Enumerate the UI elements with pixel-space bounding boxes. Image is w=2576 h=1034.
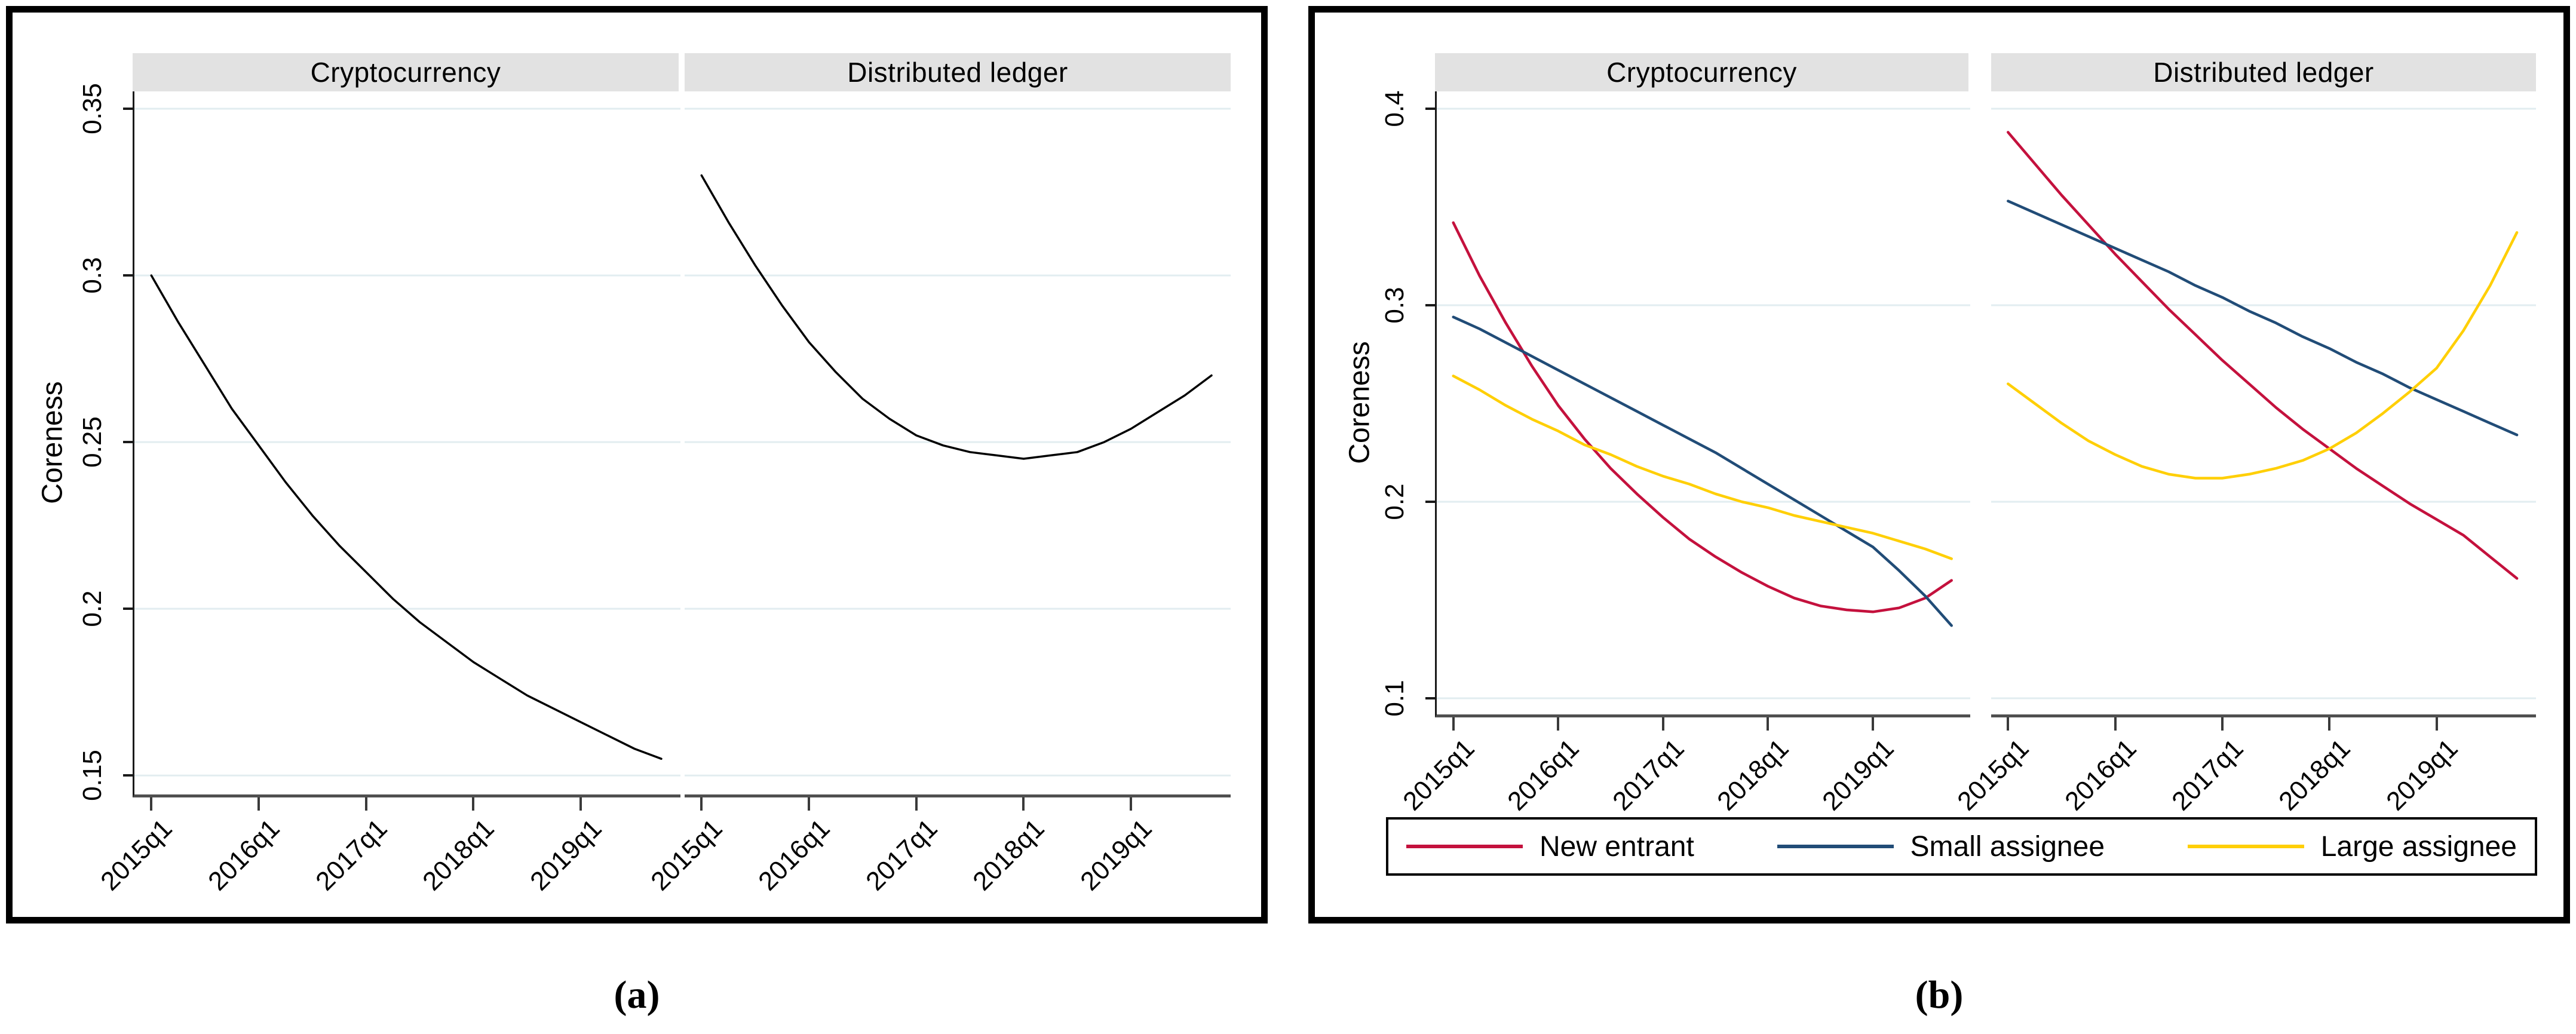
plot-area-a-distributed-ledger: 2015q1 2016q1 2017q1 2018q1 2019q1 (646, 91, 1231, 896)
y-tick (123, 108, 133, 111)
legend-item-large-assignee: Large assignee (2187, 830, 2517, 863)
x-tick (2007, 717, 2010, 731)
y-tick-label: 0.3 (1380, 287, 1409, 324)
series-line-new-entrant (1452, 221, 1953, 613)
series-line-large-assignee (1452, 375, 1953, 560)
subfigure-caption-a: (a) (614, 973, 660, 1017)
plot-svg (685, 108, 1231, 777)
panel-b-border (1308, 6, 2570, 923)
x-tick (257, 797, 260, 811)
legend-label: Small assignee (1910, 830, 2105, 863)
series-line-coreness (700, 174, 1213, 460)
legend-label: New entrant (1540, 830, 1694, 863)
legend-item-small-assignee: Small assignee (1777, 830, 2105, 863)
facet-title: Cryptocurrency (310, 57, 501, 88)
y-tick (1425, 697, 1435, 700)
x-tick (1872, 717, 1875, 731)
x-tick (472, 797, 475, 811)
y-tick (1425, 500, 1435, 503)
y-tick-label: 0.1 (1380, 680, 1409, 717)
plot-area-b-distributed-ledger: 2015q1 2016q1 2017q1 2018q1 2019q1 (1952, 91, 2536, 816)
x-tick (1661, 717, 1664, 731)
series-line-coreness (150, 274, 663, 760)
subfigure-caption-b: (b) (1915, 973, 1964, 1017)
series-line-small-assignee (2007, 200, 2519, 437)
y-tick (123, 774, 133, 777)
x-tick (1130, 797, 1133, 811)
legend-line-swatch-icon (2187, 845, 2304, 848)
y-tick (1425, 107, 1435, 110)
legend-item-new-entrant: New entrant (1406, 830, 1694, 863)
y-axis-title-a: Coreness (36, 381, 69, 504)
x-tick (150, 797, 153, 811)
y-tick (123, 607, 133, 610)
x-tick (1022, 797, 1025, 811)
y-tick-label: 0.2 (78, 590, 107, 627)
y-tick-label: 0.3 (78, 257, 107, 294)
y-tick-label: 0.35 (78, 83, 107, 134)
x-tick (1452, 717, 1455, 731)
legend-box: New entrant Small assignee Large assigne… (1386, 817, 2537, 876)
x-tick (808, 797, 811, 811)
x-tick (2328, 717, 2331, 731)
legend-label: Large assignee (2320, 830, 2517, 863)
y-tick (1425, 303, 1435, 306)
plot-area-a-cryptocurrency: 2015q1 2016q1 2017q1 2018q1 2019q1 0.15 0.2 0.2… (78, 83, 680, 896)
y-tick-label: 0.25 (78, 416, 107, 468)
legend-line-swatch-icon (1777, 845, 1894, 848)
x-tick (1557, 717, 1560, 731)
panel-a-border (6, 6, 1268, 923)
series-line-new-entrant (2007, 131, 2519, 580)
x-tick (700, 797, 703, 811)
plot-svg (1991, 108, 2536, 699)
plot-area-b-cryptocurrency: 2015q1 2016q1 2017q1 2018q1 2019q1 0.1 0.2 0.3 0… (1380, 90, 1970, 816)
y-axis-title-b: Coreness (1344, 341, 1376, 464)
x-tick (2114, 717, 2117, 731)
y-tick-label: 0.2 (1380, 483, 1409, 520)
y-tick-label: 0.15 (78, 750, 107, 802)
facet-header-b-cryptocurrency: Cryptocurrency (1435, 53, 1968, 91)
facet-header-a-cryptocurrency: Cryptocurrency (133, 53, 679, 91)
facet-header-a-distributed-ledger: Distributed ledger (685, 53, 1231, 91)
series-line-small-assignee (1452, 315, 1953, 627)
y-tick (123, 441, 133, 444)
x-tick (915, 797, 918, 811)
facet-header-b-distributed-ledger: Distributed ledger (1991, 53, 2536, 91)
y-tick (123, 274, 133, 277)
x-tick (1767, 717, 1770, 731)
x-tick (364, 797, 367, 811)
x-tick (2221, 717, 2224, 731)
x-tick (579, 797, 582, 811)
plot-svg (134, 108, 680, 777)
x-tick (2435, 717, 2438, 731)
facet-title: Distributed ledger (2153, 57, 2374, 88)
legend-line-swatch-icon (1406, 845, 1523, 848)
y-tick-label: 0.4 (1380, 90, 1409, 127)
facet-title: Distributed ledger (847, 57, 1068, 88)
series-line-large-assignee (2007, 231, 2519, 480)
facet-title: Cryptocurrency (1606, 57, 1797, 88)
plot-svg (1437, 108, 1970, 699)
